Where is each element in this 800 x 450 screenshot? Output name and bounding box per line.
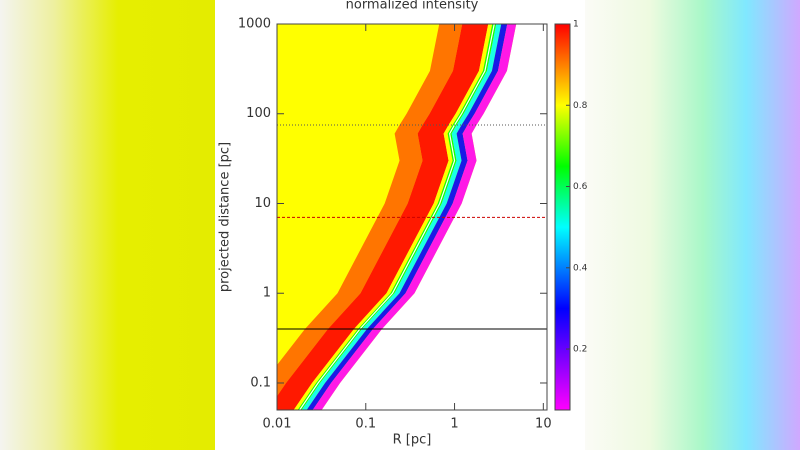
contour-line <box>299 24 495 410</box>
y-tick-label: 1 <box>263 286 271 301</box>
intensity-band <box>277 24 489 410</box>
colorbar-tick-label: 0.2 <box>573 345 587 355</box>
intensity-band <box>277 24 463 397</box>
chart-title: normalized intensity <box>346 0 479 13</box>
backdrop-right <box>585 0 800 450</box>
colorbar-tick-label: 1 <box>573 20 579 30</box>
x-tick-label: 0.01 <box>263 417 292 432</box>
y-tick-label: 0.1 <box>250 375 271 390</box>
colorbar-tick-label: 0.6 <box>573 182 588 192</box>
y-tick-label: 1000 <box>238 17 271 32</box>
empty-region <box>321 24 547 410</box>
plot-area <box>277 24 547 410</box>
colorbar-tick-label: 0.8 <box>573 101 588 111</box>
axes: 0.01 0.1 1 10 0.1 1 10 100 1000 0.2 0.4 0.6 0.8 1 <box>238 17 588 432</box>
y-tick-label: 10 <box>254 196 271 211</box>
x-axis-label: R [pc] <box>393 433 432 448</box>
x-tick-label: 10 <box>535 417 552 432</box>
backdrop-left <box>0 0 215 450</box>
colorbar <box>554 23 571 411</box>
x-tick-label: 0.1 <box>355 417 376 432</box>
colorbar-tick-label: 0.4 <box>573 263 588 273</box>
x-tick-label: 1 <box>450 417 458 432</box>
y-tick-label: 100 <box>246 106 271 121</box>
y-axis-label: projected distance [pc] <box>218 142 233 292</box>
plot-frame <box>276 23 548 411</box>
